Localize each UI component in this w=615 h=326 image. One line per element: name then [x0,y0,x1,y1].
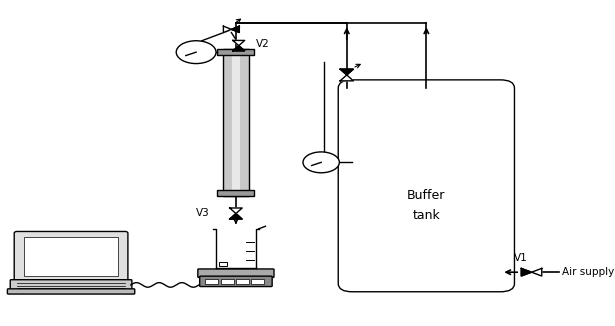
Polygon shape [340,69,354,75]
Bar [221,279,234,284]
Polygon shape [231,26,239,33]
Bar [223,49,248,196]
Text: Air supply: Air supply [561,267,614,277]
Polygon shape [223,26,231,33]
Polygon shape [233,46,245,51]
FancyBboxPatch shape [14,231,128,282]
Text: V2: V2 [256,39,270,49]
Bar [218,49,255,55]
Bar [236,279,249,284]
FancyBboxPatch shape [200,276,272,287]
Polygon shape [229,214,242,219]
Bar [218,190,255,196]
Bar [232,51,240,194]
Circle shape [303,152,339,173]
Text: Buffer: Buffer [407,189,445,202]
Polygon shape [229,208,242,214]
Polygon shape [340,75,354,81]
Bar [205,279,218,284]
Circle shape [177,41,216,64]
Text: V1: V1 [514,253,528,263]
FancyBboxPatch shape [198,269,274,277]
Polygon shape [531,268,542,276]
FancyBboxPatch shape [7,289,135,294]
FancyBboxPatch shape [10,280,132,290]
Text: tank: tank [413,209,440,222]
Bar [251,279,264,284]
Polygon shape [233,40,245,46]
Polygon shape [522,268,531,276]
Bar [220,262,226,266]
Bar [24,237,118,276]
FancyBboxPatch shape [338,80,515,292]
Text: V3: V3 [196,208,209,218]
